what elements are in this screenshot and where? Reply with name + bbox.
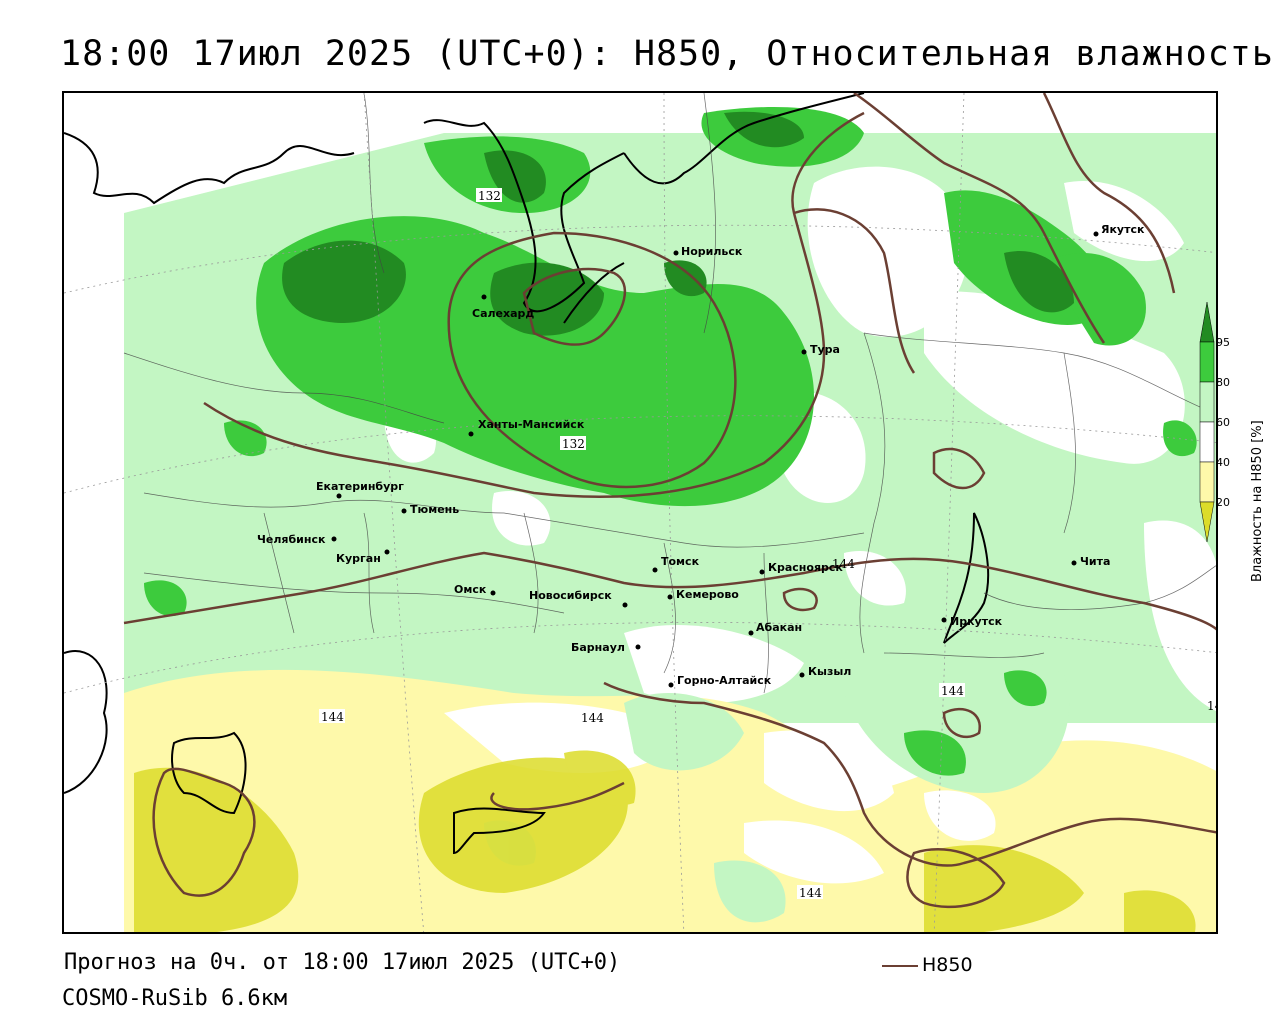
forecast-label: Прогноз на 0ч. от 18:00 17июл 2025 (UTC+… [64, 950, 621, 975]
model-label: COSMO-RuSib 6.6км [62, 986, 288, 1011]
svg-text:Челябинск: Челябинск [257, 533, 326, 546]
colorbar-title: Влажность на H850 [%] [1250, 420, 1265, 582]
city-yekaterinburg: Екатеринбург [316, 480, 404, 499]
isoline-legend-label: H850 [922, 954, 973, 976]
city-norilsk: Норильск [673, 245, 743, 258]
weather-map: 132 132 144 144 144 144 144 14 Норильск … [62, 91, 1218, 934]
contour-label: 144 [799, 886, 822, 900]
colorbar-segment-0 [1199, 501, 1215, 542]
humidity-very-dry [134, 750, 1196, 932]
svg-text:Курган: Курган [336, 552, 381, 565]
colorbar-tick: 80 [1216, 376, 1230, 389]
svg-text:Ханты-Мансийск: Ханты-Мансийск [478, 418, 585, 431]
svg-text:Тура: Тура [810, 343, 840, 356]
city-yakutsk: Якутск [1093, 223, 1145, 237]
city-barnaul: Барнаул [571, 641, 641, 654]
colorbar-segment-60 [1199, 381, 1215, 423]
isoline-swatch [882, 964, 918, 967]
colorbar-segment-20 [1199, 461, 1215, 503]
svg-text:Влажность на H850 [%]: Влажность на H850 [%] [1250, 420, 1265, 582]
city-omsk: Омск [454, 583, 496, 596]
city-abakan: Абакан [748, 621, 802, 636]
contour-label: 132 [562, 437, 585, 451]
contour-label: 132 [478, 189, 501, 203]
colorbar-tick: 60 [1216, 416, 1230, 429]
svg-text:Новосибирск: Новосибирск [529, 589, 612, 602]
city-novosibirsk: Новосибирск [529, 589, 628, 608]
city-kemerovo: Кемерово [667, 588, 739, 601]
contour-label: 144 [321, 710, 344, 724]
svg-text:Тюмень: Тюмень [410, 503, 459, 516]
city-tura: Тура [801, 343, 840, 356]
region-boundaries [123, 93, 1216, 694]
svg-text:Якутск: Якутск [1101, 223, 1145, 236]
city-kyzyl: Кызыл [799, 665, 851, 678]
svg-text:Горно-Алтайск: Горно-Алтайск [677, 674, 772, 687]
domain-outside-nw [64, 93, 444, 213]
contour-label: 14 [1207, 699, 1218, 713]
svg-text:Барнаул: Барнаул [571, 641, 625, 654]
svg-text:Кызыл: Кызыл [808, 665, 851, 678]
svg-text:Красноярск: Красноярск [768, 561, 843, 574]
city-tomsk: Томск [652, 555, 700, 573]
svg-text:Норильск: Норильск [681, 245, 743, 258]
h850-isolines [123, 93, 1216, 909]
contour-label: 144 [581, 711, 604, 725]
svg-text:Екатеринбург: Екатеринбург [316, 480, 404, 493]
city-chelyabinsk: Челябинск [257, 533, 337, 546]
svg-text:Салехард: Салехард [472, 307, 534, 320]
map-title: 18:00 17июл 2025 (UTC+0): H850, Относите… [60, 34, 1274, 74]
city-chita: Чита [1071, 555, 1110, 568]
isoline-legend: H850 [882, 954, 973, 976]
cities: Норильск Якутск Салехард Тура Ханты-Манс… [257, 223, 1145, 688]
contour-label: 144 [832, 557, 855, 571]
svg-text:Кемерово: Кемерово [676, 588, 739, 601]
contour-labels: 132 132 144 144 144 144 144 14 [319, 188, 1218, 900]
colorbar-segment-40 [1199, 421, 1215, 463]
svg-text:Чита: Чита [1080, 555, 1110, 568]
coastlines [64, 93, 990, 855]
city-krasnoyarsk: Красноярск [759, 561, 843, 575]
svg-text:Иркутск: Иркутск [950, 615, 1003, 628]
city-khanty-mansiysk: Ханты-Мансийск [468, 418, 585, 437]
svg-text:Омск: Омск [454, 583, 487, 596]
colorbar-segment-80 [1199, 341, 1215, 383]
humidity-colorbar: 95 80 60 40 20 [1199, 302, 1230, 542]
humidity-south-white [444, 702, 996, 884]
domain-outside-w [64, 213, 124, 713]
humidity-saturated-patches [282, 111, 1074, 336]
svg-text:Томск: Томск [661, 555, 700, 568]
colorbar-tick: 95 [1216, 336, 1230, 349]
city-tyumen: Тюмень [401, 503, 459, 516]
city-irkutsk: Иркутск [941, 615, 1003, 628]
colorbar-segment-95 [1199, 302, 1215, 343]
city-salekhard: Салехард [472, 294, 534, 320]
svg-text:Абакан: Абакан [756, 621, 802, 634]
city-kurgan: Курган [336, 549, 390, 565]
colorbar-tick: 40 [1216, 456, 1230, 469]
contour-label: 144 [941, 684, 964, 698]
map-canvas: 132 132 144 144 144 144 144 14 Норильск … [64, 93, 1218, 932]
colorbar-tick: 20 [1216, 496, 1230, 509]
city-gorno-altaysk: Горно-Алтайск [668, 674, 772, 688]
